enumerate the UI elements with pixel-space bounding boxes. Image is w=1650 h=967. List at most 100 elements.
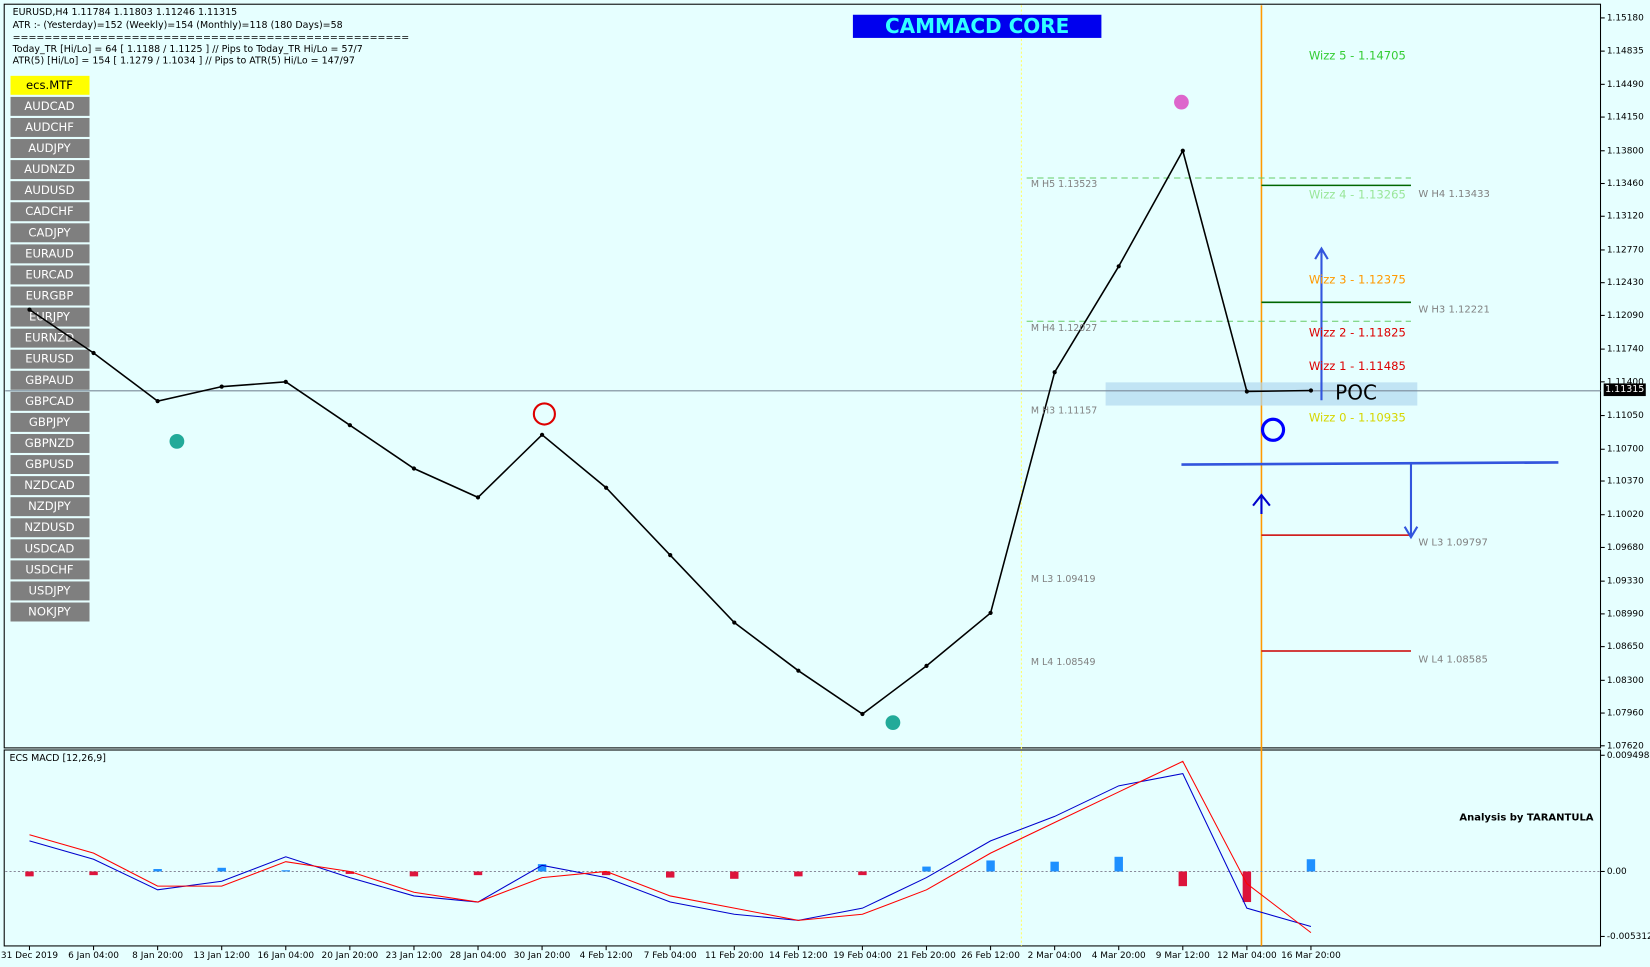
symbol-label[interactable]: GBPJPY [29, 415, 71, 429]
macd-line [29, 760, 1312, 934]
price-point [347, 423, 352, 428]
y-tick-label: 0.00 [1607, 867, 1627, 877]
symbol-label[interactable]: AUDCHF [25, 120, 74, 134]
active-symbol-button[interactable] [10, 75, 90, 95]
symbol-button[interactable] [10, 328, 90, 348]
price-point [988, 610, 993, 616]
histogram-bar [281, 870, 290, 872]
y-tick-label: 1.09330 [1607, 577, 1644, 587]
symbol-label[interactable]: EURGBP [26, 288, 74, 302]
poc-zone [1105, 382, 1418, 406]
symbol-button[interactable] [10, 391, 90, 411]
symbol-button[interactable] [10, 560, 90, 580]
symbol-label[interactable]: AUDJPY [28, 141, 71, 155]
y-tick-label: -0.005312 [1607, 932, 1650, 942]
symbol-button[interactable] [10, 539, 90, 559]
x-tick-label: 2 Mar 04:00 [1028, 951, 1082, 961]
symbol-label[interactable]: NZDCAD [24, 478, 75, 492]
symbol-button[interactable] [10, 455, 90, 475]
header-line: ========================================… [13, 32, 410, 43]
symbol-button[interactable] [10, 497, 90, 517]
y-tick-label: 1.14835 [1607, 47, 1644, 57]
x-tick-label: 23 Jan 12:00 [386, 951, 443, 961]
histogram-bar [858, 871, 867, 876]
symbol-label[interactable]: EURCAD [25, 267, 73, 281]
symbol-label[interactable]: GBPAUD [25, 373, 74, 387]
symbol-label[interactable]: CADJPY [28, 225, 71, 239]
symbol-button[interactable] [10, 518, 90, 538]
annotation: W L3 1.09797 [1418, 537, 1488, 548]
symbol-button[interactable] [10, 476, 90, 496]
symbol-button[interactable] [10, 181, 90, 201]
symbol-label[interactable]: GBPUSD [25, 457, 74, 471]
active-symbol-label[interactable]: ecs.MTF [26, 78, 73, 92]
symbol-button[interactable] [10, 96, 90, 116]
symbol-label[interactable]: CADCHF [25, 204, 73, 218]
arrow [1314, 246, 1329, 401]
symbol-label[interactable]: NZDUSD [24, 520, 74, 534]
symbol-button[interactable] [10, 244, 90, 264]
symbol-button[interactable] [10, 139, 90, 159]
x-tick-label: 26 Feb 12:00 [961, 951, 1020, 961]
x-tick-label: 7 Feb 04:00 [644, 951, 697, 961]
symbol-label[interactable]: AUDUSD [24, 183, 74, 197]
price-point [1052, 370, 1057, 375]
symbol-button[interactable] [10, 265, 90, 285]
symbol-label[interactable]: GBPNZD [25, 436, 74, 450]
symbol-button[interactable] [10, 370, 90, 390]
symbol-button[interactable] [10, 307, 90, 327]
y-tick-label: 1.07620 [1607, 741, 1644, 751]
symbol-button[interactable] [10, 433, 90, 453]
x-tick-label: 31 Dec 2019 [1, 951, 58, 961]
price-point [796, 668, 801, 673]
symbol-button[interactable] [10, 412, 90, 432]
annotation: Wizz 5 - 1.14705 [1309, 48, 1406, 62]
x-tick-label: 16 Jan 04:00 [257, 951, 314, 961]
symbol-label[interactable]: USDJPY [29, 583, 72, 597]
y-tick-label: 1.07960 [1607, 709, 1644, 719]
main-frame [3, 3, 1602, 749]
annotation: M L3 1.09419 [1031, 574, 1096, 585]
price-point [1308, 388, 1314, 393]
x-tick-label: 16 Mar 20:00 [1281, 951, 1341, 961]
symbol-label[interactable]: GBPCAD [25, 394, 74, 408]
symbol-label[interactable]: NOKJPY [28, 605, 72, 619]
y-tick-label: 1.12770 [1607, 245, 1644, 255]
symbol-label[interactable]: AUDCAD [24, 99, 74, 113]
annotation: Wizz 2 - 1.11825 [1309, 325, 1406, 339]
signal-circle [1260, 417, 1286, 442]
symbol-label[interactable]: EURJPY [29, 310, 71, 324]
x-tick-label: 30 Jan 20:00 [514, 951, 571, 961]
symbol-button[interactable] [10, 160, 90, 180]
annotation: W H4 1.13433 [1418, 189, 1489, 200]
symbol-button[interactable] [10, 581, 90, 601]
symbol-button[interactable] [10, 349, 90, 369]
symbol-label[interactable]: NZDJPY [28, 499, 72, 513]
arrow [1252, 493, 1271, 515]
histogram-bar [537, 864, 547, 872]
histogram-bar [345, 871, 355, 874]
y-tick-label: 1.08300 [1607, 676, 1644, 686]
symbol-label[interactable]: USDCAD [25, 541, 75, 555]
price-point [91, 350, 96, 356]
symbol-label[interactable]: USDCHF [25, 562, 73, 576]
header-line: EURUSD,H4 1.11784 1.11803 1.11246 1.1131… [13, 7, 238, 18]
symbol-button[interactable] [10, 202, 90, 222]
price-point [283, 379, 288, 384]
annotation: Wizz 1 - 1.11485 [1309, 359, 1406, 373]
symbol-label[interactable]: EURUSD [25, 352, 74, 366]
symbol-button[interactable] [10, 602, 90, 622]
symbol-button[interactable] [10, 286, 90, 306]
price-point [155, 398, 160, 404]
x-tick-label: 4 Feb 12:00 [580, 951, 633, 961]
symbol-label[interactable]: AUDNZD [24, 162, 75, 176]
histogram-bar [986, 860, 995, 872]
symbol-button[interactable] [10, 223, 90, 243]
y-tick-label: 1.14490 [1607, 80, 1644, 90]
symbol-label[interactable]: EURAUD [25, 246, 74, 260]
price-point [860, 711, 865, 717]
symbol-button[interactable] [10, 117, 90, 137]
symbol-label[interactable]: EURNZD [25, 331, 74, 345]
